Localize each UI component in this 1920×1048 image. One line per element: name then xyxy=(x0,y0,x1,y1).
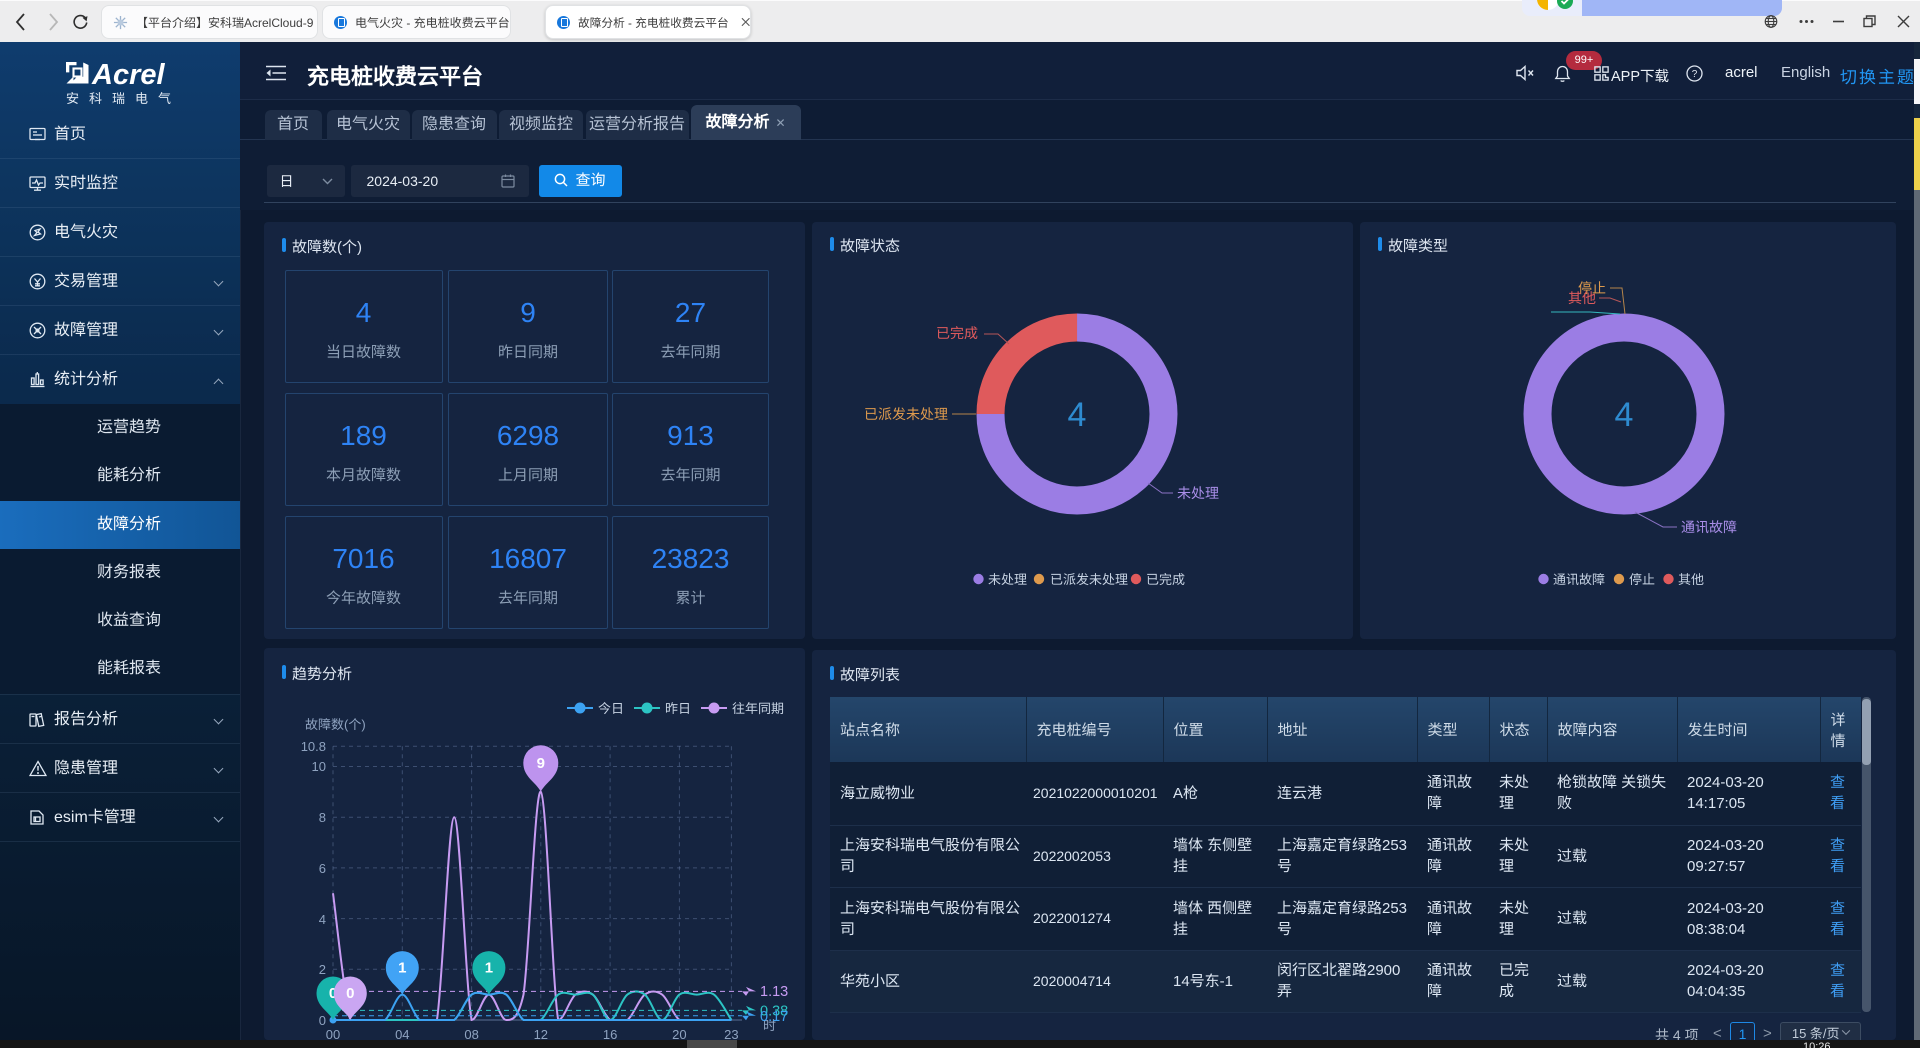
svg-text:已完成: 已完成 xyxy=(936,325,978,341)
svg-text:4: 4 xyxy=(319,912,326,927)
svg-text:故障数(个): 故障数(个) xyxy=(305,717,366,732)
svg-text:未处理: 未处理 xyxy=(1177,485,1219,501)
svg-text:08: 08 xyxy=(464,1027,478,1040)
svg-text:昨日: 昨日 xyxy=(665,701,691,716)
svg-text:04: 04 xyxy=(395,1027,409,1040)
svg-text:0: 0 xyxy=(329,985,337,1002)
svg-text:停止: 停止 xyxy=(1578,280,1606,296)
svg-text:12: 12 xyxy=(534,1027,548,1040)
svg-text:往年同期: 往年同期 xyxy=(732,701,784,716)
svg-text:其他: 其他 xyxy=(1568,290,1596,306)
svg-text:0.17: 0.17 xyxy=(760,1009,788,1025)
svg-text:时: 时 xyxy=(763,1018,776,1033)
svg-text:20: 20 xyxy=(672,1027,686,1040)
svg-text:通讯故障: 通讯故障 xyxy=(1553,572,1605,587)
svg-text:9: 9 xyxy=(537,755,545,772)
svg-text:10: 10 xyxy=(312,759,326,774)
svg-text:4: 4 xyxy=(1068,396,1087,434)
svg-text:通讯故障: 通讯故障 xyxy=(1681,519,1737,535)
svg-text:已派发未处理: 已派发未处理 xyxy=(864,406,948,422)
svg-text:16: 16 xyxy=(603,1027,617,1040)
svg-text:10.8: 10.8 xyxy=(301,739,326,754)
svg-text:00: 00 xyxy=(326,1027,340,1040)
svg-text:1.13: 1.13 xyxy=(760,984,788,1000)
svg-text:8: 8 xyxy=(319,810,326,825)
svg-text:1: 1 xyxy=(398,960,406,977)
svg-text:已派发未处理: 已派发未处理 xyxy=(1050,572,1128,587)
svg-text:已完成: 已完成 xyxy=(1146,572,1185,587)
svg-text:0.38: 0.38 xyxy=(760,1004,788,1020)
svg-text:?: ? xyxy=(1692,69,1698,80)
svg-text:4: 4 xyxy=(1615,396,1634,434)
svg-text:今日: 今日 xyxy=(598,701,624,716)
svg-text:停止: 停止 xyxy=(1629,572,1655,587)
svg-text:23: 23 xyxy=(724,1027,738,1040)
svg-text:0: 0 xyxy=(319,1013,326,1028)
svg-text:未处理: 未处理 xyxy=(988,572,1027,587)
svg-text:其他: 其他 xyxy=(1678,572,1704,587)
svg-text:0: 0 xyxy=(346,985,354,1002)
svg-text:2: 2 xyxy=(319,962,326,977)
svg-text:6: 6 xyxy=(319,861,326,876)
svg-text:1: 1 xyxy=(485,960,493,977)
